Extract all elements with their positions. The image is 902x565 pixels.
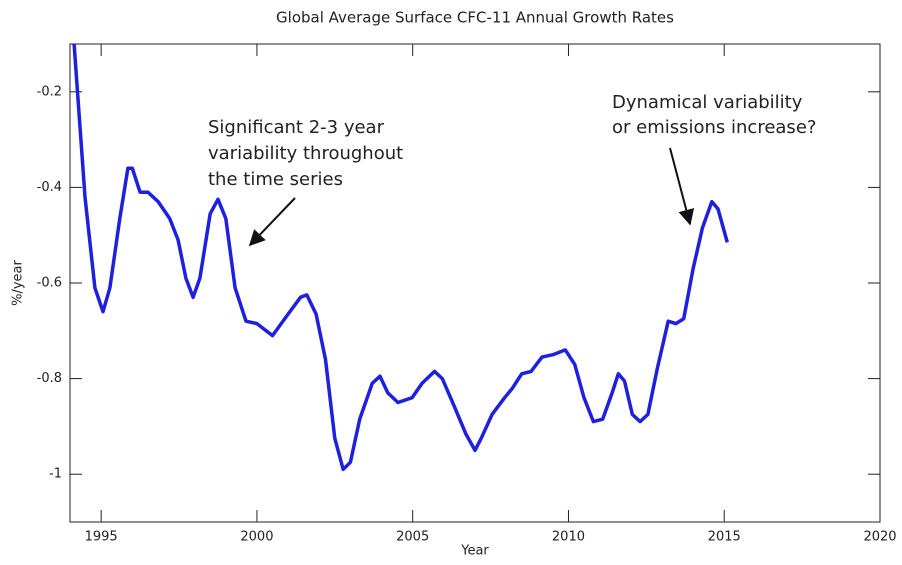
annotation: the time series [208,169,343,190]
y-tick-label: -0.8 [37,371,62,386]
data-line [72,44,729,472]
y-tick-label: -0.2 [37,84,62,99]
x-tick-label: 2020 [863,530,896,545]
x-axis-label: Year [460,544,489,559]
annotation: Dynamical variability [612,92,803,113]
chart-title: Global Average Surface CFC-11 Annual Gro… [276,9,674,27]
x-tick-label: 2015 [708,530,741,545]
x-tick-label: 1995 [85,530,118,545]
annotation: Significant 2-3 year [208,117,385,138]
x-tick-label: 2005 [396,530,429,545]
y-tick-label: -0.6 [37,276,62,291]
x-tick-label: 2000 [240,530,273,545]
arrow [248,197,296,247]
y-axis-label: %/year [11,259,26,305]
annotation: variability throughout [208,143,403,164]
annotation: or emissions increase? [612,117,816,138]
x-tick-label: 2010 [552,530,585,545]
y-tick-label: -1 [49,467,62,482]
arrow [669,147,695,226]
y-tick-label: -0.4 [37,180,62,195]
